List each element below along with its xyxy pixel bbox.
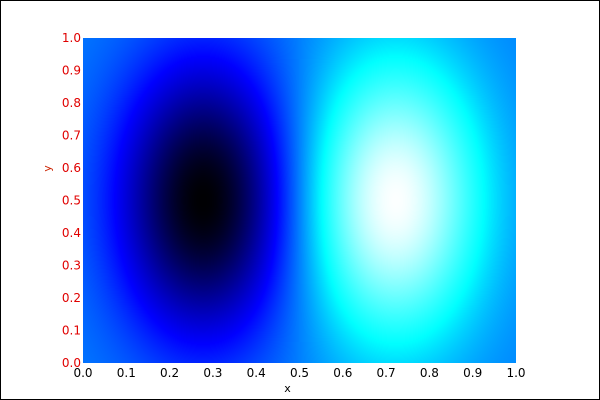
y-tick-label: 1.0 — [62, 31, 81, 45]
x-axis-ticks: 0.0 0.1 0.2 0.3 0.4 0.5 0.6 0.7 0.8 0.9 1.0 — [73, 366, 525, 380]
y-tick-label: 0.0 — [62, 356, 81, 370]
y-tick-label: 0.4 — [62, 226, 81, 240]
x-tick-label: 0.1 — [117, 366, 136, 380]
x-tick-label: 0.8 — [420, 366, 439, 380]
y-tick-label: 0.8 — [62, 96, 81, 110]
x-tick-label: 0.6 — [333, 366, 352, 380]
y-tick-label: 0.6 — [62, 161, 81, 175]
y-tick-label: 0.1 — [62, 324, 81, 338]
x-tick-label: 0.2 — [160, 366, 179, 380]
y-tick-label: 0.7 — [62, 129, 81, 143]
y-tick-label: 0.3 — [62, 259, 81, 273]
y-tick-label: 0.9 — [62, 64, 81, 78]
heatmap-image — [83, 38, 516, 363]
x-axis-title: x — [284, 382, 291, 395]
y-axis-ticks: 0.0 0.1 0.2 0.3 0.4 0.5 0.6 0.7 0.8 0.9 1.0 — [62, 31, 81, 370]
y-axis-title: y — [41, 165, 54, 172]
x-tick-label: 0.5 — [290, 366, 309, 380]
x-tick-label: 0.9 — [463, 366, 482, 380]
x-tick-label: 0.4 — [247, 366, 266, 380]
x-tick-label: 0.7 — [377, 366, 396, 380]
y-tick-label: 0.2 — [62, 291, 81, 305]
x-tick-label: 0.0 — [73, 366, 92, 380]
y-tick-label: 0.5 — [62, 194, 81, 208]
plot-area — [83, 38, 516, 363]
x-tick-label: 1.0 — [506, 366, 525, 380]
x-tick-label: 0.3 — [203, 366, 222, 380]
